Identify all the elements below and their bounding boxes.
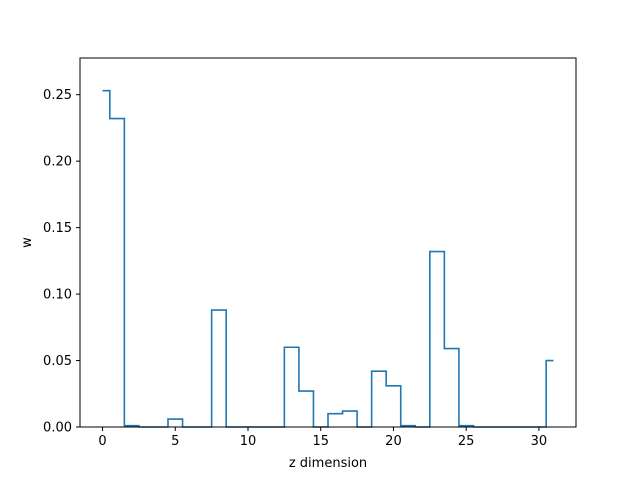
y-tick-label: 0.20 (43, 155, 72, 170)
plot-frame (79, 57, 577, 428)
x-tick-label: 5 (171, 434, 179, 449)
x-tick-label: 10 (240, 434, 257, 449)
y-tick-label: 0.10 (43, 288, 72, 303)
x-tick-label: 15 (312, 434, 329, 449)
y-tick-label: 0.05 (43, 354, 72, 369)
y-axis-label: w (20, 237, 35, 248)
x-axis-label: z dimension (289, 456, 367, 471)
y-tick-label: 0.25 (43, 88, 72, 103)
x-tick-label: 25 (458, 434, 475, 449)
x-tick-label: 30 (531, 434, 548, 449)
y-axis: 0.00 0.05 0.10 0.15 0.20 0.25 (43, 88, 80, 436)
series-line-0 (102, 89, 554, 428)
series-layer (102, 89, 554, 428)
y-tick-label: 0.15 (43, 221, 72, 236)
x-tick-label: 0 (98, 434, 106, 449)
y-tick-label: 0.00 (43, 421, 72, 436)
x-axis: 0 5 10 15 20 25 30 (98, 427, 547, 449)
x-tick-label: 20 (385, 434, 402, 449)
